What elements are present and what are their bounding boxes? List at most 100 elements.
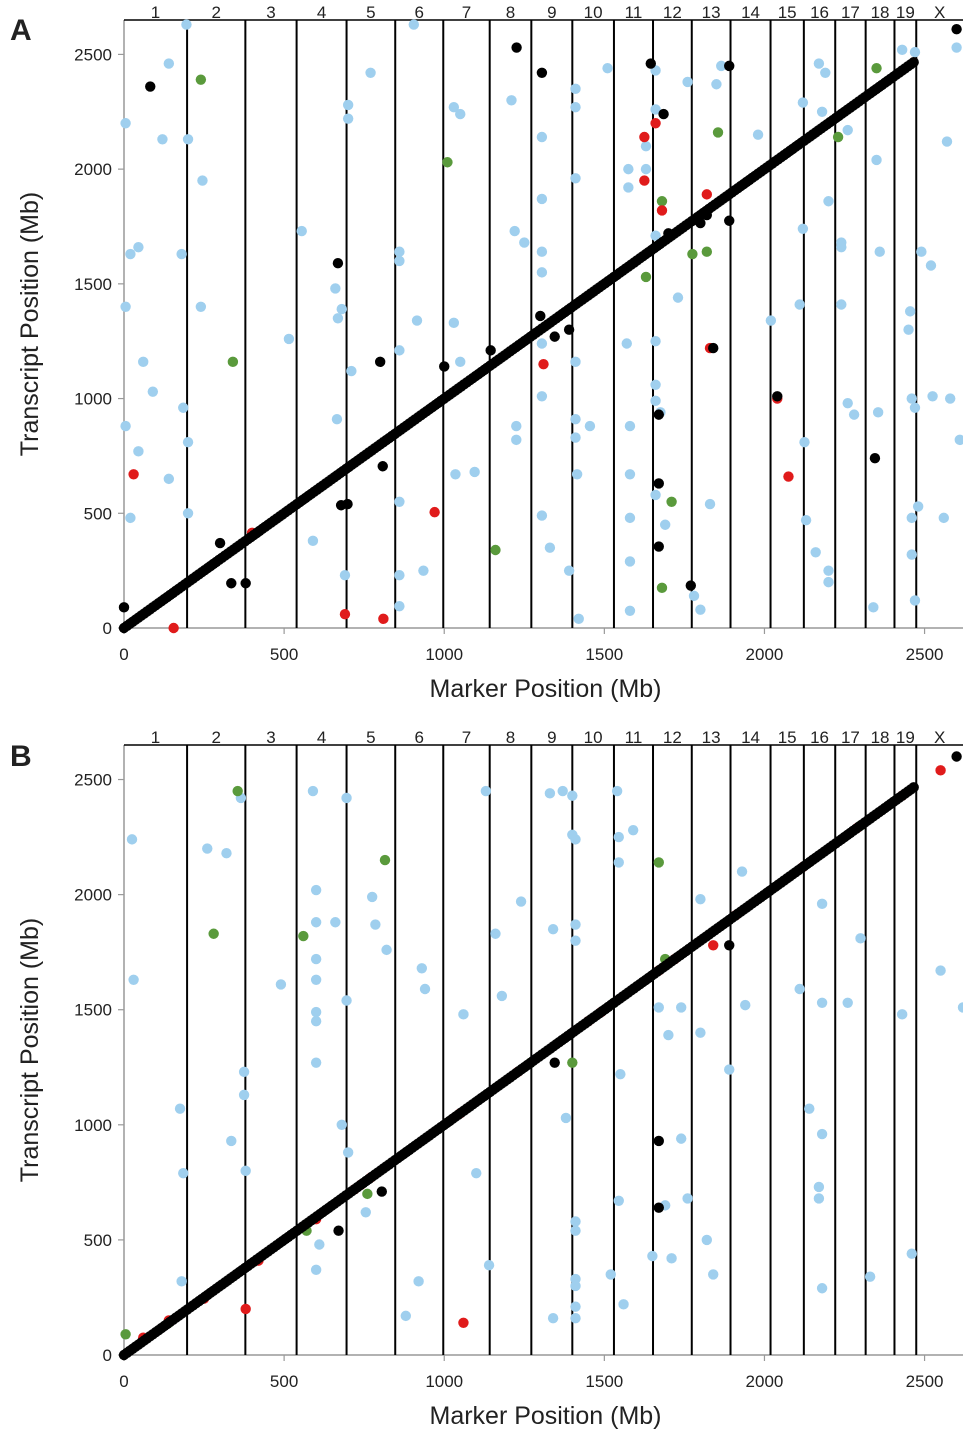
data-point-light-blue — [511, 434, 522, 446]
data-point-light-blue — [125, 248, 136, 260]
data-point-green — [379, 854, 391, 866]
data-point-on-diagonal — [376, 1186, 387, 1197]
data-point-light-blue — [163, 473, 175, 485]
panel-letter: A — [10, 14, 32, 47]
data-point-light-blue — [339, 570, 351, 581]
chromosome-label: 12 — [663, 3, 682, 22]
chromosome-label: 19 — [896, 3, 915, 22]
data-point-light-blue — [627, 824, 639, 836]
data-point-light-blue — [650, 336, 661, 347]
data-point-light-blue — [570, 1280, 581, 1292]
data-point-light-blue — [310, 953, 322, 965]
data-point-light-blue — [536, 131, 548, 143]
data-point-light-blue — [647, 1250, 658, 1262]
data-point-light-blue — [560, 1112, 572, 1124]
data-point-green — [666, 496, 677, 508]
data-point-light-blue — [120, 420, 131, 432]
data-point-on-diagonal — [645, 58, 656, 69]
chromosome-label: 4 — [317, 3, 326, 22]
data-point-light-blue — [509, 225, 520, 237]
data-point-light-blue — [416, 963, 428, 974]
y-tick-label: 2500 — [74, 45, 112, 64]
data-point-light-blue — [469, 466, 480, 478]
data-point-light-blue — [570, 1312, 581, 1324]
data-point-light-blue — [570, 173, 581, 184]
data-point-light-blue — [904, 306, 916, 317]
data-point-light-blue — [909, 595, 921, 606]
data-point-light-blue — [640, 140, 652, 152]
data-point-red — [168, 622, 179, 634]
chromosome-label: 17 — [841, 3, 860, 22]
data-point-light-blue — [336, 303, 347, 315]
data-point-light-blue — [370, 919, 381, 930]
data-point-red — [701, 189, 713, 200]
diagonal-point — [908, 57, 919, 68]
data-point-on-diagonal — [332, 258, 344, 269]
data-point-light-blue — [954, 434, 963, 446]
chromosome-label: 3 — [266, 728, 275, 747]
data-point-light-blue — [296, 225, 307, 237]
data-point-light-blue — [490, 928, 501, 939]
data-point-light-blue — [613, 1195, 624, 1206]
data-point-red — [650, 118, 661, 129]
y-tick-label: 2000 — [74, 160, 112, 179]
data-point-light-blue — [716, 60, 727, 72]
data-point-light-blue — [602, 62, 613, 74]
data-point-on-diagonal — [653, 1135, 664, 1147]
chromosome-label: 14 — [741, 728, 760, 747]
x-axis-title: Marker Position (Mb) — [430, 675, 662, 703]
data-point-light-blue — [951, 42, 962, 53]
panel-b: B1 2 3 4 5 6 7 8 9 10 11 12 13 14 15 16 17 18 19 X050010001… — [10, 728, 963, 1430]
data-point-light-blue — [178, 1167, 189, 1179]
y-tick-label: 0 — [103, 619, 112, 638]
data-point-light-blue — [621, 338, 632, 349]
data-point-light-blue — [896, 44, 908, 56]
data-point-green — [640, 271, 652, 283]
chromosome-label: 10 — [584, 3, 603, 22]
data-point-light-blue — [176, 1276, 187, 1287]
data-point-light-blue — [411, 315, 423, 326]
data-point-light-blue — [310, 884, 322, 896]
chromosome-label: 2 — [211, 728, 220, 747]
data-point-light-blue — [448, 317, 460, 329]
data-point-light-blue — [573, 613, 584, 625]
data-point-light-blue — [394, 246, 405, 257]
data-point-on-diagonal — [658, 108, 669, 120]
data-point-red — [339, 609, 351, 620]
data-point-light-blue — [346, 365, 357, 377]
x-axis-title: Marker Position (Mb) — [430, 1402, 662, 1430]
data-point-green — [442, 157, 453, 168]
data-point-light-blue — [483, 1260, 495, 1271]
data-point-on-diagonal — [685, 580, 697, 591]
data-point-light-blue — [816, 898, 828, 910]
data-point-light-blue — [365, 67, 376, 78]
data-point-light-blue — [163, 58, 175, 69]
data-point-light-blue — [800, 514, 812, 526]
data-point-light-blue — [238, 1066, 250, 1078]
y-axis-title: Transcript Position (Mb) — [16, 192, 44, 456]
data-point-on-diagonal — [724, 215, 735, 226]
data-point-light-blue — [816, 997, 828, 1009]
chromosome-label: 18 — [871, 3, 890, 22]
data-point-red — [538, 358, 549, 370]
data-point-on-diagonal — [653, 541, 664, 552]
data-point-light-blue — [519, 237, 530, 248]
data-point-light-blue — [659, 519, 671, 530]
chromosome-label: 14 — [741, 3, 760, 22]
data-point-light-blue — [471, 1167, 482, 1179]
data-point-light-blue — [570, 834, 581, 845]
chromosome-label: 16 — [810, 728, 829, 747]
data-point-light-blue — [797, 223, 809, 234]
data-point-light-blue — [238, 1089, 250, 1101]
data-point-light-blue — [275, 979, 287, 990]
data-point-green — [687, 248, 698, 260]
data-point-light-blue — [675, 1133, 687, 1144]
data-point-light-blue — [682, 1193, 693, 1204]
data-point-green — [871, 62, 882, 74]
data-point-green — [656, 196, 668, 207]
data-point-light-blue — [330, 917, 341, 928]
data-point-light-blue — [197, 175, 208, 186]
data-point-on-diagonal — [377, 461, 388, 472]
data-point-red — [378, 613, 389, 625]
data-point-light-blue — [496, 990, 508, 1002]
